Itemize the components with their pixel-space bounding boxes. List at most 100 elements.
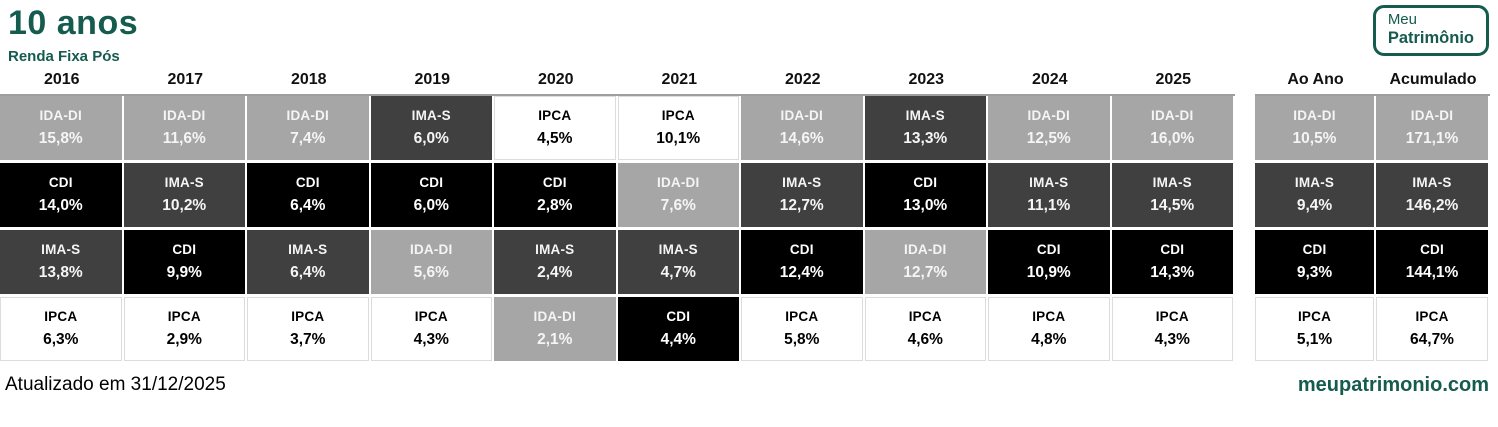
column-gap [1235, 96, 1255, 163]
index-name: IDA-DI [39, 107, 82, 123]
index-return-value: 4,7% [660, 264, 696, 282]
index-name: IMA-S [288, 241, 328, 257]
index-name: IDA-DI [904, 241, 947, 257]
index-name: IDA-DI [657, 174, 700, 190]
ranking-cell: IMA-S 2,4% [494, 230, 618, 297]
column-header: 2020 [494, 66, 618, 96]
index-name: IPCA [1032, 308, 1066, 324]
index-name: IMA-S [905, 107, 945, 123]
ranking-cell: IPCA 4,8% [988, 297, 1112, 364]
index-name: CDI [1036, 241, 1061, 257]
index-name: IDA-DI [780, 107, 823, 123]
ranking-cell: IPCA 4,5% [494, 96, 618, 163]
column-header: 2017 [123, 66, 247, 96]
column-header: 2023 [864, 66, 988, 96]
index-name: IMA-S [1294, 174, 1335, 190]
ranking-cell: IMA-S 13,3% [864, 96, 988, 163]
ranking-cell: IPCA 6,3% [0, 297, 124, 364]
ranking-cell: IPCA 3,7% [247, 297, 371, 364]
index-return-value: 4,4% [660, 331, 696, 349]
ranking-cell: CDI 6,4% [247, 163, 371, 230]
index-return-value: 14,6% [779, 130, 824, 148]
index-name: IMA-S [164, 174, 204, 190]
ranking-cell: IDA-DI 7,6% [617, 163, 741, 230]
index-name: CDI [913, 174, 938, 190]
index-name: IDA-DI [1410, 107, 1454, 123]
ranking-cell: CDI 14,0% [0, 163, 124, 230]
index-return-value: 10,5% [1292, 130, 1337, 148]
top-bar: 10 anos Renda Fixa Pós Meu Patrimônio [0, 0, 1498, 66]
index-name: IDA-DI [533, 308, 576, 324]
index-return-value: 5,8% [784, 331, 820, 349]
index-return-value: 6,0% [413, 197, 449, 215]
ranking-cell: IMA-S 13,8% [0, 230, 124, 297]
index-return-value: 2,9% [166, 331, 202, 349]
column-header: 2018 [247, 66, 371, 96]
index-name: IMA-S [1152, 174, 1192, 190]
ranking-cell: CDI 12,4% [741, 230, 865, 297]
column-gap [1235, 230, 1255, 297]
ranking-cell: IDA-DI 12,7% [864, 230, 988, 297]
index-return-value: 9,9% [166, 264, 202, 282]
ranking-cell: IPCA 5,1% [1255, 297, 1376, 364]
ranking-cell: IPCA 10,1% [617, 96, 741, 163]
index-return-value: 7,4% [290, 130, 326, 148]
ranking-cell: IDA-DI 171,1% [1376, 96, 1490, 163]
ranking-cell: IMA-S 4,7% [617, 230, 741, 297]
ranking-cell: IMA-S 10,2% [123, 163, 247, 230]
index-name: IPCA [908, 308, 942, 324]
ranking-cell: IMA-S 9,4% [1255, 163, 1376, 230]
index-return-value: 13,0% [903, 197, 948, 215]
column-gap [1235, 297, 1255, 364]
index-name: IMA-S [782, 174, 822, 190]
column-header: Ao Ano [1255, 66, 1376, 96]
site-url-label: meupatrimonio.com [1297, 373, 1489, 396]
index-name: IDA-DI [410, 241, 453, 257]
index-return-value: 6,3% [43, 331, 79, 349]
column-header: 2024 [988, 66, 1112, 96]
index-return-value: 10,9% [1026, 264, 1071, 282]
index-name: CDI [789, 241, 814, 257]
index-return-value: 12,7% [903, 264, 948, 282]
ranking-cell: IDA-DI 16,0% [1111, 96, 1235, 163]
index-return-value: 4,3% [1154, 331, 1190, 349]
index-name: CDI [1302, 241, 1327, 257]
index-return-value: 13,3% [903, 130, 948, 148]
ranking-cell: IPCA 4,3% [370, 297, 494, 364]
index-name: IPCA [167, 308, 201, 324]
logo-text-patrimonio: Patrimônio [1387, 28, 1474, 47]
index-return-value: 2,1% [537, 331, 573, 349]
index-name: IPCA [538, 107, 572, 123]
index-return-value: 14,5% [1150, 197, 1195, 215]
index-name: IDA-DI [163, 107, 206, 123]
meu-patrimonio-logo: Meu Patrimônio [1372, 5, 1489, 57]
ranking-cell: CDI 10,9% [988, 230, 1112, 297]
index-return-value: 12,4% [779, 264, 824, 282]
column-header: 2021 [617, 66, 741, 96]
index-name: IPCA [291, 308, 325, 324]
ranking-cell: IMA-S 146,2% [1376, 163, 1490, 230]
index-name: CDI [295, 174, 320, 190]
column-gap [1235, 163, 1255, 230]
ranking-cell: CDI 13,0% [864, 163, 988, 230]
index-return-value: 4,5% [537, 130, 573, 148]
index-name: IPCA [1415, 308, 1449, 324]
index-return-value: 5,1% [1296, 331, 1333, 349]
index-return-value: 9,3% [1296, 264, 1333, 282]
index-name: IMA-S [411, 107, 451, 123]
index-return-value: 12,5% [1026, 130, 1071, 148]
ranking-cell: IMA-S 11,1% [988, 163, 1112, 230]
ranking-cell: IDA-DI 5,6% [370, 230, 494, 297]
ranking-cell: CDI 9,9% [123, 230, 247, 297]
ranking-cell: IDA-DI 11,6% [123, 96, 247, 163]
header-gap [1235, 66, 1255, 96]
index-return-value: 64,7% [1410, 331, 1454, 349]
index-name: IDA-DI [1151, 107, 1194, 123]
ranking-cell: IMA-S 12,7% [741, 163, 865, 230]
column-header: 2016 [0, 66, 124, 96]
ranking-cell: CDI 9,3% [1255, 230, 1376, 297]
ranking-cell: IMA-S 14,5% [1111, 163, 1235, 230]
index-return-value: 12,7% [779, 197, 824, 215]
index-name: IDA-DI [1293, 107, 1336, 123]
index-name: IMA-S [535, 241, 575, 257]
